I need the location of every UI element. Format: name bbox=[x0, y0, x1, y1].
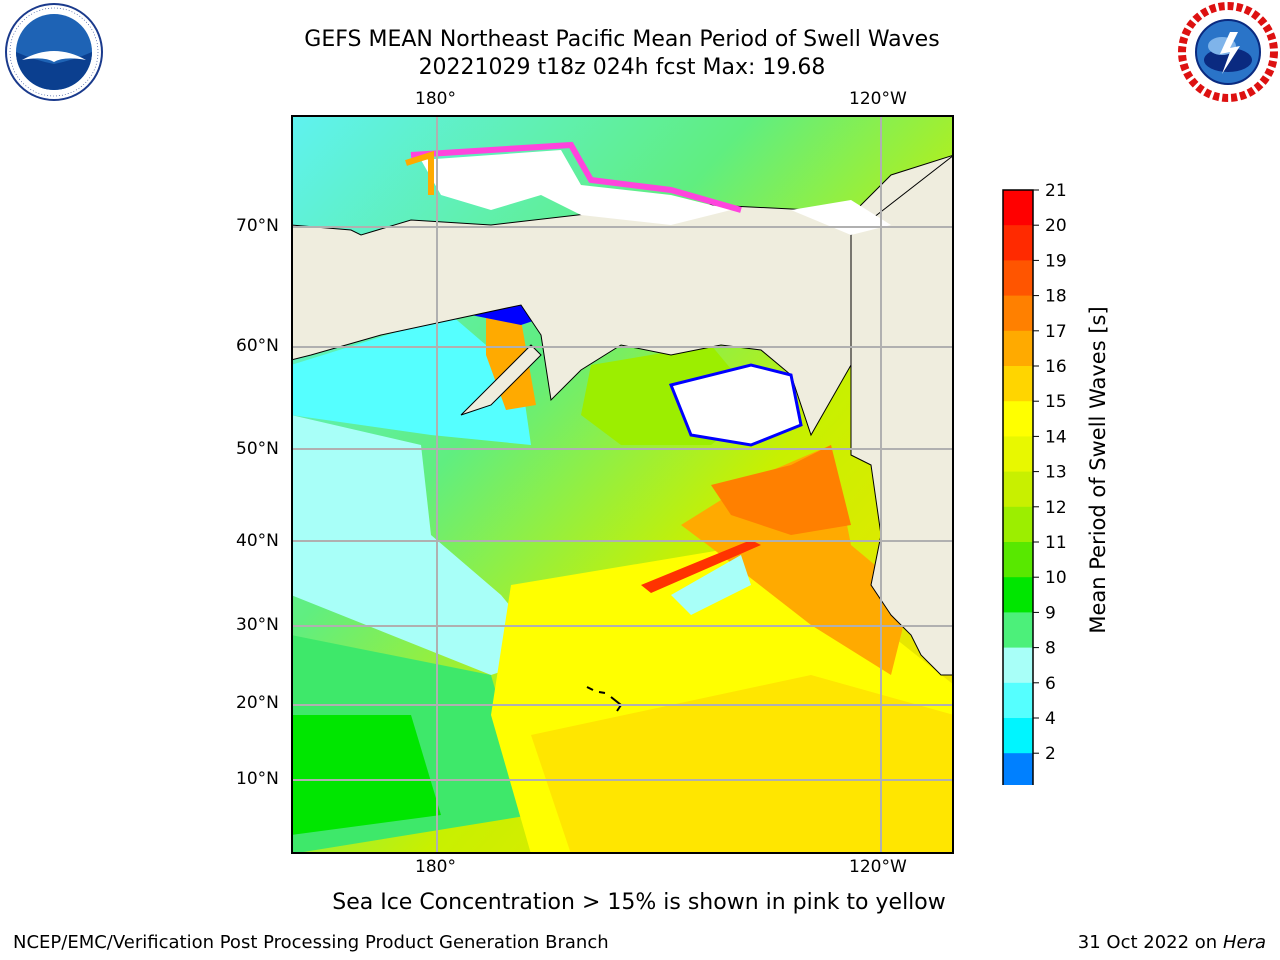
sea-ice-chukchi bbox=[421, 150, 731, 225]
lat-label-50n: 50°N bbox=[236, 439, 279, 459]
colorbar-segment bbox=[1003, 330, 1033, 367]
footer-machine: Hera bbox=[1222, 932, 1266, 953]
colorbar-segment bbox=[1003, 471, 1033, 508]
map-panel bbox=[291, 115, 954, 854]
nws-logo bbox=[1178, 2, 1278, 102]
colorbar-segment bbox=[1003, 647, 1033, 684]
lat-label-30n: 30°N bbox=[236, 615, 279, 635]
footer-credit: NCEP/EMC/Verification Post Processing Pr… bbox=[13, 932, 609, 953]
sea-ice-hudson bbox=[668, 363, 803, 447]
colorbar-tick-label: 12 bbox=[1045, 498, 1067, 518]
chart-title: GEFS MEAN Northeast Pacific Mean Period … bbox=[304, 27, 940, 52]
colorbar-segment bbox=[1003, 542, 1033, 578]
colorbar-segment bbox=[1003, 260, 1033, 297]
colorbar-segment bbox=[1003, 366, 1033, 402]
lat-label-60n: 60°N bbox=[236, 336, 279, 356]
colorbar-tick-label: 15 bbox=[1045, 392, 1067, 412]
colorbar-tick-label: 11 bbox=[1045, 533, 1067, 553]
lon-label-top-180: 180° bbox=[415, 89, 456, 109]
swell-region-lightyellow bbox=[531, 675, 954, 854]
colorbar-segment bbox=[1003, 506, 1033, 543]
colorbar-segment bbox=[1003, 612, 1033, 649]
colorbar-tick-label: 18 bbox=[1045, 287, 1067, 307]
colorbar-tick-label: 21 bbox=[1045, 181, 1067, 201]
swell-region-darkorange bbox=[711, 445, 851, 535]
colorbar-segment bbox=[1003, 225, 1033, 261]
colorbar-tick-label: 19 bbox=[1045, 251, 1067, 271]
swell-region-green-deep bbox=[291, 715, 441, 835]
colorbar-segment bbox=[1003, 401, 1033, 437]
swell-region-cyan-west bbox=[291, 415, 551, 675]
lon-label-top-120w: 120°W bbox=[849, 89, 907, 109]
colorbar-tick-label: 17 bbox=[1045, 322, 1067, 342]
colorbar-segment bbox=[1003, 436, 1033, 473]
sea-ice-note: Sea Ice Concentration > 15% is shown in … bbox=[332, 890, 946, 915]
land-alaska-peninsula bbox=[460, 344, 542, 416]
swell-region-red-streak bbox=[641, 540, 761, 593]
ice-edge-pink bbox=[410, 141, 742, 213]
colorbar-segment bbox=[1003, 190, 1033, 226]
colorbar-segment bbox=[1003, 718, 1033, 754]
lon-label-bottom-180: 180° bbox=[415, 857, 456, 877]
map-frame bbox=[291, 115, 954, 854]
colorbar-tick-label: 9 bbox=[1045, 603, 1056, 623]
colorbar-frame bbox=[1002, 189, 1034, 785]
colorbar-tick-label: 4 bbox=[1045, 709, 1056, 729]
colorbar-tick-label: 8 bbox=[1045, 639, 1056, 659]
lat-label-10n: 10°N bbox=[236, 769, 279, 789]
swell-region-cyan-streak bbox=[671, 555, 751, 615]
colorbar-tick-label: 20 bbox=[1045, 216, 1067, 236]
colorbar-tick-label: 14 bbox=[1045, 427, 1067, 447]
colorbar-tick-label: 13 bbox=[1045, 463, 1067, 483]
colorbar-tick-label: 10 bbox=[1045, 568, 1067, 588]
chart-subtitle: 20221029 t18z 024h fcst Max: 19.68 bbox=[418, 55, 826, 80]
colorbar: 21 20 19 18 17 16 15 14 13 12 11 10 9 8 6 4 2 bbox=[1002, 181, 1067, 785]
colorbar-segment bbox=[1003, 295, 1033, 332]
colorbar-segment bbox=[1003, 753, 1033, 785]
colorbar-segment bbox=[1003, 682, 1033, 719]
graticule bbox=[291, 115, 954, 854]
colorbar-tick-label: 2 bbox=[1045, 744, 1056, 764]
footer-date-text: 31 Oct 2022 on bbox=[1077, 932, 1218, 953]
ice-edge-orange bbox=[405, 150, 434, 195]
lon-label-bottom-120w: 120°W bbox=[849, 857, 907, 877]
colorbar-title: Mean Period of Swell Waves [s] bbox=[1086, 306, 1110, 634]
colorbar-tick-label: 6 bbox=[1045, 674, 1056, 694]
noaa-logo bbox=[5, 3, 103, 101]
colorbar-segment bbox=[1003, 577, 1033, 613]
footer-date: 31 Oct 2022 on Hera bbox=[1078, 932, 1266, 953]
colorbar-tick-label: 16 bbox=[1045, 357, 1067, 377]
lat-label-40n: 40°N bbox=[236, 531, 279, 551]
lat-label-20n: 20°N bbox=[236, 693, 279, 713]
lat-label-70n: 70°N bbox=[236, 216, 279, 236]
